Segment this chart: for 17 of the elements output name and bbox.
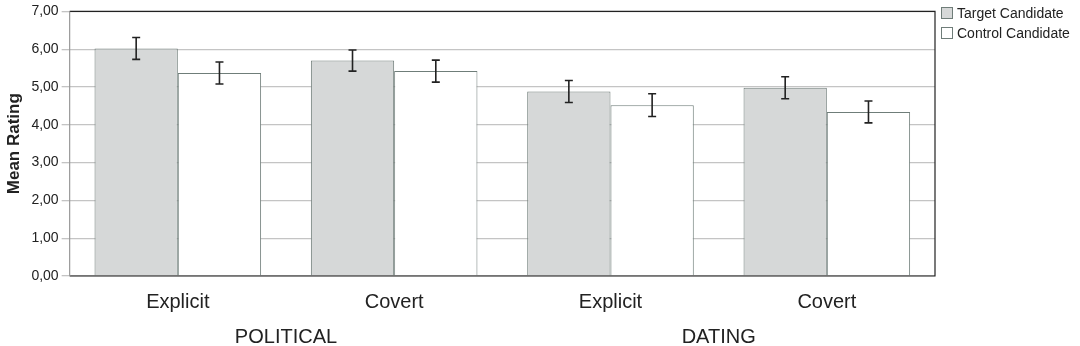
text: DATING — [681, 324, 756, 346]
y-tick-label: 1,00 — [31, 229, 59, 246]
y-tick-label: 7,00 — [31, 2, 59, 19]
x-tick-label: Covert — [364, 289, 425, 312]
y-tick-label: 3,00 — [31, 153, 59, 170]
y-tick-label: 2,00 — [31, 191, 59, 208]
y-tick-label: 4,00 — [31, 115, 59, 132]
x-tick-label: Explicit — [578, 289, 643, 312]
x-tick-label: Covert — [797, 289, 857, 312]
x-tick-label: Explicit — [146, 289, 210, 312]
y-tick-label: 5,00 — [31, 77, 59, 94]
y-axis-title: Mean Rating — [3, 93, 23, 195]
text: POLITICAL — [234, 324, 338, 346]
y-tick-label: 0,00 — [31, 266, 59, 283]
text: Control Candidate — [957, 25, 1070, 41]
legend-label: Target Candidate — [957, 5, 1064, 21]
y-tick-label: 6,00 — [31, 40, 59, 57]
